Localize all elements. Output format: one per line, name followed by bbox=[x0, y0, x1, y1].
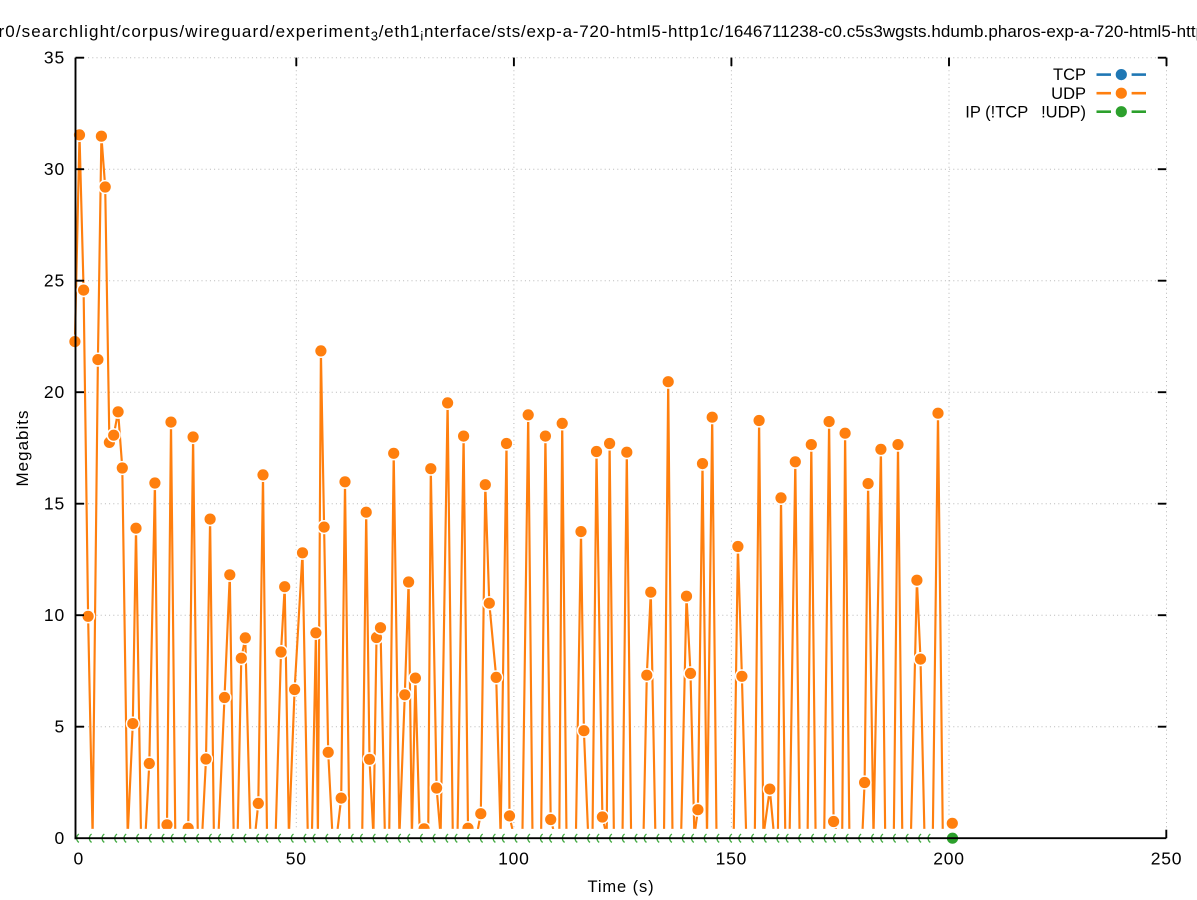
svg-text:250: 250 bbox=[1151, 849, 1183, 869]
svg-text:30: 30 bbox=[44, 159, 65, 179]
svg-text:15: 15 bbox=[44, 494, 65, 514]
svg-text:25: 25 bbox=[44, 271, 65, 291]
svg-text:0: 0 bbox=[74, 849, 85, 869]
svg-text:35: 35 bbox=[44, 48, 65, 68]
svg-text:100: 100 bbox=[498, 849, 530, 869]
svg-text:Megabits: Megabits bbox=[13, 410, 32, 487]
svg-text:TCP: TCP bbox=[1053, 66, 1086, 84]
svg-text:Time (s): Time (s) bbox=[587, 878, 654, 896]
svg-text:r0/searchlight/corpus/wireguar: r0/searchlight/corpus/wireguard/experime… bbox=[0, 22, 1197, 44]
svg-text:50: 50 bbox=[286, 849, 307, 869]
svg-text:IP (!TCP !UDP): IP (!TCP !UDP) bbox=[965, 103, 1086, 121]
svg-text:200: 200 bbox=[933, 849, 965, 869]
svg-text:10: 10 bbox=[44, 605, 65, 625]
svg-text:UDP: UDP bbox=[1051, 85, 1086, 103]
svg-text:20: 20 bbox=[44, 382, 65, 402]
svg-text:150: 150 bbox=[716, 849, 748, 869]
svg-text:5: 5 bbox=[54, 717, 65, 737]
svg-text:0: 0 bbox=[54, 828, 65, 848]
